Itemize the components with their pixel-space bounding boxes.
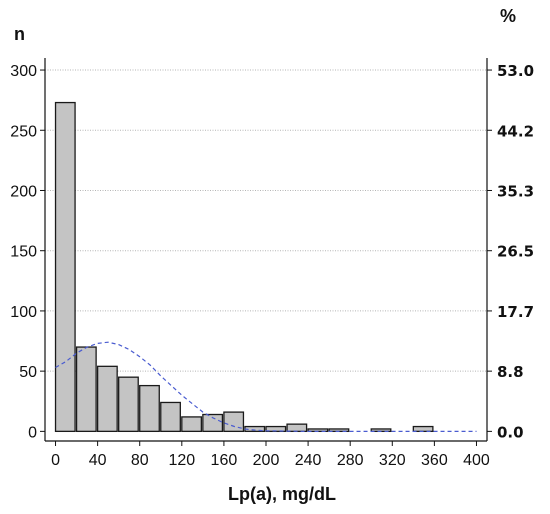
axes xyxy=(40,58,492,446)
right-tick-label: 8.8 xyxy=(497,363,524,381)
histogram-bar xyxy=(139,384,160,433)
grid-lines xyxy=(45,69,487,372)
left-tick-label: 250 xyxy=(10,123,37,140)
x-tick-label: 120 xyxy=(168,452,195,469)
right-tick-label: 26.5 xyxy=(497,243,534,261)
x-tick-label: 360 xyxy=(421,452,448,469)
right-tick-label: 44.2 xyxy=(497,122,534,140)
x-tick-label: 400 xyxy=(463,452,490,469)
x-tick-label: 200 xyxy=(253,452,280,469)
right-axis-title: % xyxy=(500,6,516,26)
histogram-bar xyxy=(181,416,203,433)
tick-labels: 0 50 100 150 200 250 300 0.0 8.8 17.7 26.5 35.3 44.2… xyxy=(10,62,534,469)
x-tick-label: 0 xyxy=(51,452,60,469)
x-tick-label: 240 xyxy=(295,452,322,469)
left-axis-title: n xyxy=(14,24,25,44)
right-tick-label: 35.3 xyxy=(497,182,534,200)
left-tick-label: 150 xyxy=(10,244,37,261)
right-tick-label: 17.7 xyxy=(497,303,534,321)
right-tick-label: 53.0 xyxy=(497,62,534,80)
bars-group xyxy=(54,101,434,433)
left-tick-label: 200 xyxy=(10,183,37,200)
x-tick-label: 320 xyxy=(379,452,406,469)
x-tick-label: 80 xyxy=(131,452,149,469)
histogram-bar xyxy=(286,423,308,433)
histogram-bar xyxy=(412,425,434,433)
right-tick-label: 0.0 xyxy=(497,423,524,441)
histogram-bar xyxy=(223,411,245,433)
histogram-bar xyxy=(160,401,181,433)
x-tick-label: 40 xyxy=(89,452,107,469)
histogram-bar xyxy=(96,365,118,433)
left-tick-label: 100 xyxy=(10,304,37,321)
left-tick-label: 300 xyxy=(10,63,37,80)
left-tick-label: 50 xyxy=(19,364,37,381)
x-tick-label: 160 xyxy=(211,452,238,469)
x-axis-title: Lp(a), mg/dL xyxy=(228,484,336,504)
left-tick-label: 0 xyxy=(28,424,37,441)
histogram-bar xyxy=(202,413,224,433)
histogram-bar xyxy=(54,101,76,433)
histogram-bar xyxy=(118,376,139,433)
x-tick-label: 280 xyxy=(337,452,364,469)
histogram-bar xyxy=(75,346,97,433)
